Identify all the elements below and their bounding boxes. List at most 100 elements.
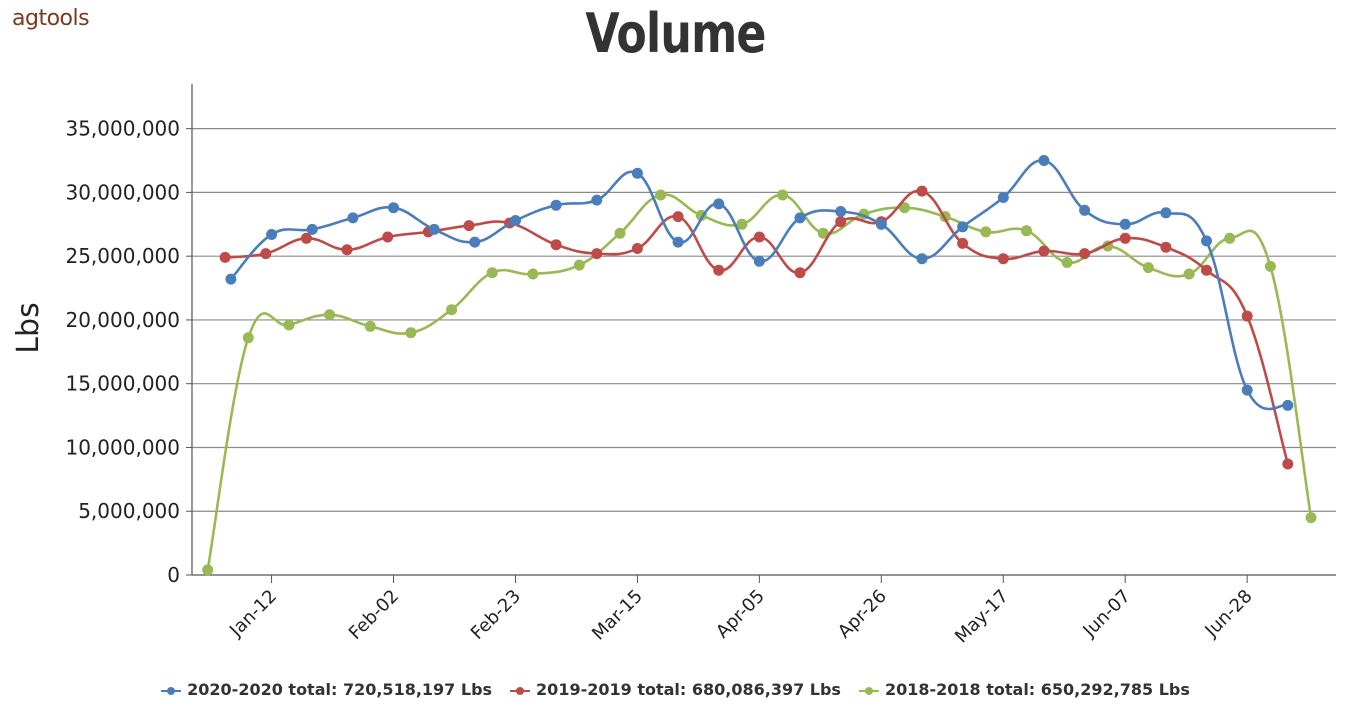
- data-point[interactable]: [1079, 204, 1091, 216]
- data-point[interactable]: [1160, 207, 1172, 219]
- x-tick-labels: Jan-12 Feb-02 Feb-23 Mar-15 Apr-05 Apr-26 May-…: [225, 575, 1257, 647]
- data-point[interactable]: [1282, 399, 1294, 411]
- legend-label: 2019-2019 total: 680,086,397 Lbs: [536, 680, 841, 699]
- data-point[interactable]: [655, 189, 667, 201]
- data-point[interactable]: [794, 267, 806, 279]
- data-point[interactable]: [341, 244, 353, 256]
- data-point[interactable]: [713, 198, 725, 210]
- data-point[interactable]: [753, 231, 765, 243]
- data-point[interactable]: [1224, 232, 1236, 244]
- legend-item-0[interactable]: 2020-2020 total: 720,518,197 Lbs: [161, 680, 492, 699]
- series-1: [219, 185, 1294, 470]
- y-tick-label: 35,000,000: [65, 117, 180, 141]
- agtools-logo: agtools: [12, 6, 90, 31]
- data-point[interactable]: [527, 268, 539, 280]
- data-point[interactable]: [1119, 232, 1131, 244]
- data-point[interactable]: [997, 253, 1009, 265]
- data-point[interactable]: [591, 248, 603, 260]
- x-tick-label: May-17: [951, 586, 1013, 648]
- data-point[interactable]: [614, 227, 626, 239]
- legend-item-2[interactable]: 2018-2018 total: 650,292,785 Lbs: [858, 680, 1190, 699]
- data-point[interactable]: [835, 206, 847, 217]
- data-point[interactable]: [469, 236, 481, 248]
- data-point[interactable]: [1241, 310, 1253, 322]
- data-point[interactable]: [1201, 235, 1212, 247]
- data-point[interactable]: [1038, 245, 1050, 257]
- y-tick-label: 30,000,000: [65, 180, 180, 204]
- data-point[interactable]: [382, 231, 394, 243]
- axes: [191, 84, 1336, 576]
- series-line: [206, 193, 1313, 571]
- data-point[interactable]: [899, 202, 910, 214]
- data-point[interactable]: [347, 212, 359, 224]
- data-point[interactable]: [1061, 257, 1073, 268]
- data-point[interactable]: [713, 264, 725, 276]
- data-point[interactable]: [753, 255, 765, 267]
- data-point[interactable]: [1282, 458, 1294, 470]
- data-point[interactable]: [283, 319, 295, 331]
- data-point[interactable]: [364, 320, 376, 332]
- data-point[interactable]: [672, 211, 684, 223]
- data-point[interactable]: [1305, 512, 1317, 524]
- data-point[interactable]: [672, 236, 684, 248]
- data-point[interactable]: [1241, 384, 1253, 396]
- legend: 2020-2020 total: 720,518,197 Lbs 2019-201…: [0, 680, 1351, 699]
- data-point[interactable]: [631, 167, 643, 179]
- y-tick-label: 15,000,000: [65, 372, 180, 396]
- data-point[interactable]: [242, 332, 254, 344]
- data-point[interactable]: [817, 227, 829, 239]
- data-point[interactable]: [777, 189, 789, 201]
- series-0: [225, 155, 1294, 411]
- grid-lines: [186, 128, 1336, 576]
- data-point[interactable]: [875, 218, 887, 230]
- data-point[interactable]: [631, 243, 643, 254]
- data-point[interactable]: [306, 223, 318, 235]
- series-line: [229, 159, 1289, 411]
- data-point[interactable]: [324, 309, 336, 321]
- data-point[interactable]: [266, 229, 278, 240]
- data-point[interactable]: [916, 253, 928, 265]
- data-point[interactable]: [1201, 264, 1212, 276]
- data-point[interactable]: [510, 215, 521, 226]
- data-point[interactable]: [591, 194, 603, 206]
- data-point[interactable]: [219, 251, 231, 263]
- data-point[interactable]: [428, 223, 440, 235]
- data-point[interactable]: [1038, 155, 1050, 166]
- y-tick-label: 0: [167, 563, 180, 587]
- data-point[interactable]: [1021, 225, 1032, 237]
- data-point[interactable]: [1119, 218, 1131, 230]
- data-point[interactable]: [1183, 268, 1195, 280]
- legend-item-1[interactable]: 2019-2019 total: 680,086,397 Lbs: [510, 680, 841, 699]
- data-point[interactable]: [1079, 248, 1091, 260]
- data-point[interactable]: [446, 304, 458, 316]
- data-point[interactable]: [794, 212, 806, 224]
- data-point[interactable]: [550, 199, 562, 211]
- data-point[interactable]: [957, 221, 969, 233]
- data-point[interactable]: [980, 226, 992, 238]
- y-tick-labels: 0 5,000,000 10,000,000 15,000,000 20,000,000…: [65, 117, 180, 587]
- data-point[interactable]: [405, 327, 417, 339]
- x-tick-label: Feb-23: [467, 586, 525, 644]
- x-tick-label: Jun-28: [1200, 586, 1256, 642]
- x-tick-label: Mar-15: [588, 586, 647, 645]
- data-point[interactable]: [300, 232, 312, 244]
- data-point[interactable]: [957, 237, 969, 249]
- data-point[interactable]: [260, 248, 272, 260]
- data-point[interactable]: [916, 185, 928, 197]
- x-tick-label: Feb-02: [345, 586, 403, 644]
- y-tick-label: 5,000,000: [78, 499, 180, 523]
- data-point[interactable]: [388, 202, 399, 214]
- data-point[interactable]: [202, 564, 214, 576]
- data-point[interactable]: [573, 259, 585, 271]
- data-point[interactable]: [463, 220, 475, 232]
- data-point[interactable]: [486, 267, 498, 279]
- data-point[interactable]: [225, 273, 237, 285]
- data-point[interactable]: [736, 218, 748, 230]
- data-point[interactable]: [1160, 241, 1172, 253]
- data-point[interactable]: [1142, 262, 1154, 274]
- data-point[interactable]: [550, 239, 562, 251]
- data-point[interactable]: [835, 216, 847, 228]
- data-point[interactable]: [997, 192, 1009, 203]
- data-point[interactable]: [1264, 260, 1276, 272]
- x-tick-label: Apr-05: [712, 586, 769, 643]
